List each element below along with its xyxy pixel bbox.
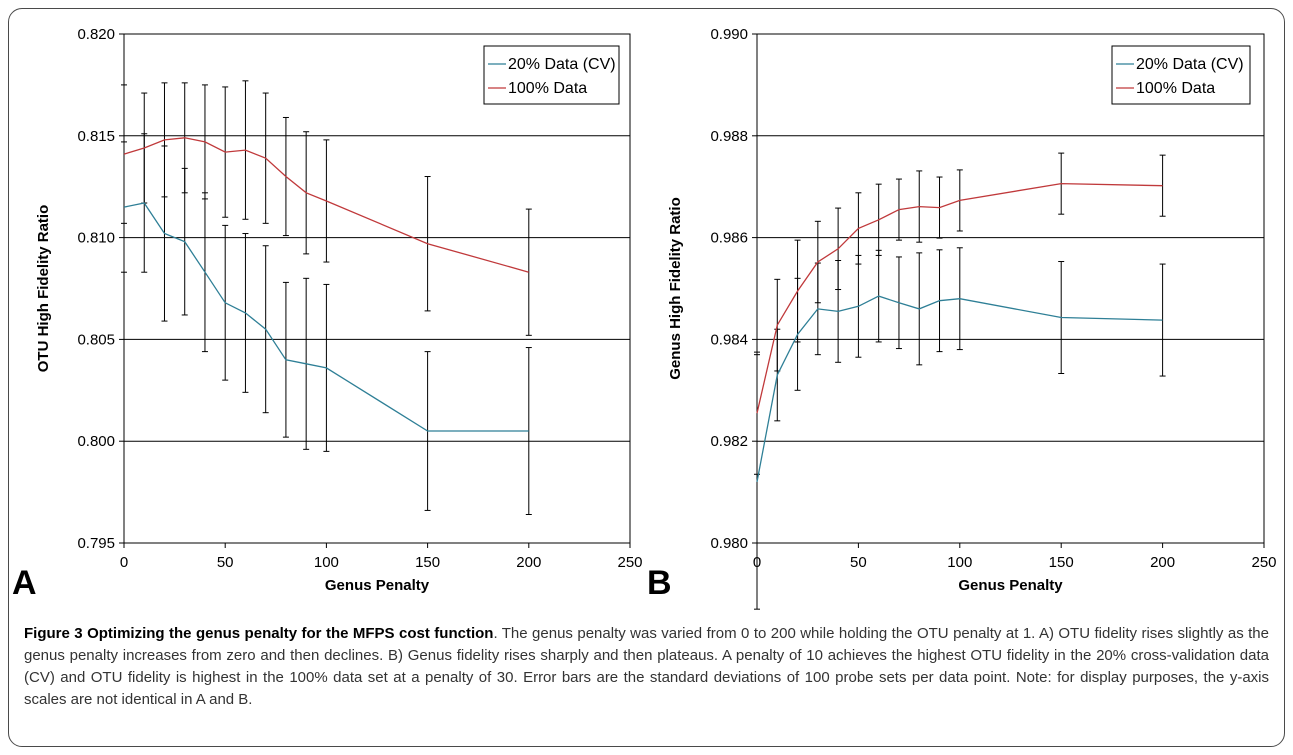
legend-label: 100% Data: [508, 80, 587, 97]
caption-title: Optimizing the genus penalty for the MFP…: [87, 625, 494, 642]
legend-label: 20% Data (CV): [1136, 56, 1244, 73]
error-bar: [525, 208, 532, 336]
error-bar: [754, 351, 760, 475]
y-tick-label: 0.815: [77, 128, 115, 145]
y-tick-label: 0.980: [710, 535, 748, 552]
series-line-full: [123, 137, 529, 273]
y-tick-label: 0.795: [77, 535, 115, 552]
error-bar: [121, 84, 127, 224]
x-tick-label: 200: [1150, 554, 1175, 571]
chart-panel-a: 0.795 0.800 0.805 0.810 0.815 0.820 0 50 100 150 2…: [12, 26, 643, 602]
x-tick-label: 0: [120, 554, 128, 571]
plot-area-border: [123, 33, 631, 544]
x-tick-label: 150: [1049, 554, 1074, 571]
x-tick-label: 50: [217, 554, 234, 571]
y-tick-label: 0.805: [77, 331, 115, 348]
y-tick-label: 0.982: [710, 433, 748, 450]
plot-area-border: [756, 33, 1265, 544]
y-tick-label: 0.990: [710, 26, 748, 43]
y-tick-label: 0.984: [710, 331, 748, 348]
panel-letter: A: [12, 564, 37, 602]
y-axis-title: OTU High Fidelity Ratio: [35, 205, 52, 373]
legend-label: 20% Data (CV): [508, 56, 616, 73]
series-line-cv: [123, 202, 529, 432]
y-tick-label: 0.986: [710, 230, 748, 247]
figure-charts: 0.795 0.800 0.805 0.810 0.815 0.820 0 50 100 150 2…: [12, 26, 1277, 610]
y-tick-label: 0.820: [77, 26, 115, 43]
x-tick-label: 100: [314, 554, 339, 571]
caption-label: Figure 3: [24, 625, 83, 642]
x-tick-label: 100: [947, 554, 972, 571]
x-axis-title: Genus Penalty: [958, 577, 1063, 594]
y-axis-title: Genus High Fidelity Ratio: [667, 197, 684, 380]
y-tick-label: 0.988: [710, 128, 748, 145]
x-axis-title: Genus Penalty: [325, 577, 430, 594]
caption-text: . The genus penalty was varied from 0 to…: [24, 625, 1269, 708]
series-line-cv: [756, 295, 1163, 483]
y-tick-label: 0.810: [77, 230, 115, 247]
x-tick-label: 150: [415, 554, 440, 571]
x-tick-label: 250: [617, 554, 642, 571]
legend-box: [1111, 45, 1251, 105]
figure-frame: [8, 8, 1285, 747]
x-tick-label: 250: [1251, 554, 1276, 571]
legend-label: 100% Data: [1136, 80, 1215, 97]
legend-box: [483, 45, 620, 105]
series-line-full: [756, 182, 1163, 414]
figure-caption: Figure 3 Optimizing the genus penalty fo…: [24, 623, 1269, 711]
panel-letter: B: [647, 564, 672, 602]
x-tick-label: 200: [516, 554, 541, 571]
x-tick-label: 50: [850, 554, 867, 571]
legend: 20% Data (CV) 100% Data: [1111, 45, 1251, 105]
legend: 20% Data (CV) 100% Data: [483, 45, 620, 105]
y-tick-label: 0.800: [77, 433, 115, 450]
